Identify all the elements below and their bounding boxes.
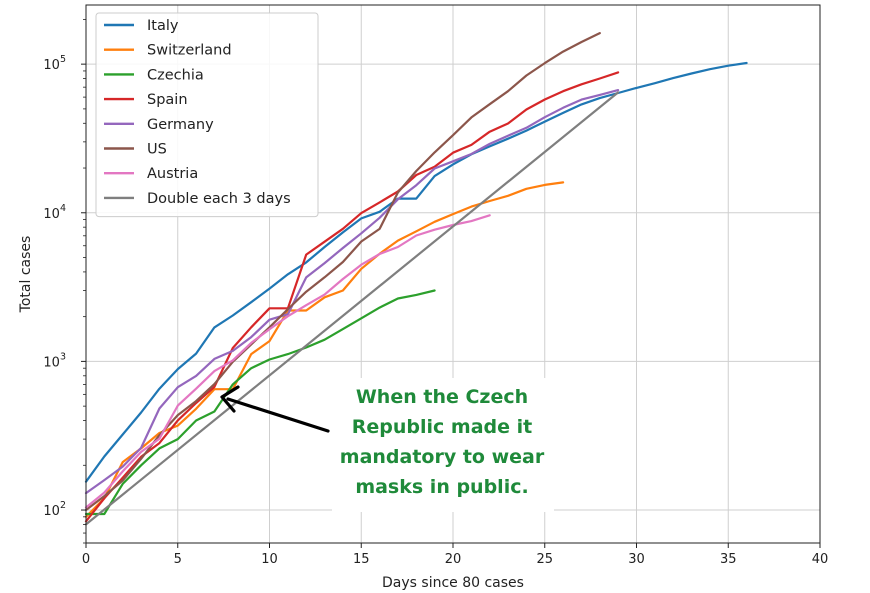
legend: Italy Switzerland Czechia Spain Germany US Aus… bbox=[95, 12, 319, 218]
x-axis-label: Days since 80 cases bbox=[382, 575, 524, 591]
annotation-text-line: mandatory to wear bbox=[340, 446, 545, 468]
x-axis-ticks: 0 5 10 15 20 25 30 35 40 bbox=[82, 543, 828, 567]
annotation-text-line: When the Czech bbox=[356, 386, 528, 408]
annotation-arrow-head bbox=[220, 385, 240, 413]
x-tick-label: 0 bbox=[82, 552, 90, 567]
legend-label: US bbox=[147, 142, 167, 158]
legend-label: Czechia bbox=[147, 67, 204, 83]
y-tick-base: 10 bbox=[43, 207, 60, 222]
series-line-7 bbox=[84, 91, 620, 526]
y-tick-label: 103 bbox=[43, 351, 66, 370]
x-tick-label: 10 bbox=[261, 552, 278, 567]
legend-label: Austria bbox=[147, 166, 198, 182]
legend-label: Spain bbox=[147, 92, 188, 108]
y-tick-exponent: 3 bbox=[60, 351, 66, 362]
y-axis-label: Total cases bbox=[18, 236, 34, 314]
series-line-3 bbox=[84, 71, 620, 523]
annotation-arrow-shaft bbox=[226, 397, 330, 433]
y-tick-base: 10 bbox=[43, 355, 60, 370]
y-tick-exponent: 4 bbox=[60, 203, 66, 214]
y-tick-label: 102 bbox=[43, 500, 66, 519]
series-line-0 bbox=[84, 61, 748, 483]
annotation-background bbox=[332, 378, 554, 512]
x-tick-label: 15 bbox=[353, 552, 370, 567]
legend-label: Italy bbox=[147, 18, 179, 34]
series-layer bbox=[84, 31, 748, 526]
series-line-6 bbox=[84, 214, 491, 509]
x-tick-label: 30 bbox=[628, 552, 645, 567]
annotation-text-line: masks in public. bbox=[355, 476, 528, 498]
legend-label: Switzerland bbox=[147, 43, 232, 59]
legend-label: Germany bbox=[147, 117, 214, 133]
x-tick-label: 35 bbox=[720, 552, 737, 567]
legend-box bbox=[95, 12, 319, 218]
x-tick-label: 40 bbox=[812, 552, 829, 567]
y-tick-exponent: 2 bbox=[60, 500, 66, 511]
x-tick-label: 25 bbox=[536, 552, 553, 567]
y-tick-base: 10 bbox=[43, 504, 60, 519]
series-line-4 bbox=[84, 88, 620, 495]
annotation: When the Czech Republic made it mandatory … bbox=[220, 378, 554, 512]
series-line-5 bbox=[84, 31, 601, 512]
x-tick-label: 20 bbox=[445, 552, 462, 567]
y-tick-base: 10 bbox=[43, 58, 60, 73]
annotation-text-line: Republic made it bbox=[352, 416, 532, 438]
y-tick-label: 104 bbox=[43, 203, 66, 222]
legend-label: Double each 3 days bbox=[147, 191, 291, 207]
series-line-2 bbox=[84, 289, 436, 516]
x-tick-label: 5 bbox=[174, 552, 182, 567]
y-tick-label: 105 bbox=[43, 54, 66, 73]
y-tick-exponent: 5 bbox=[60, 54, 66, 65]
